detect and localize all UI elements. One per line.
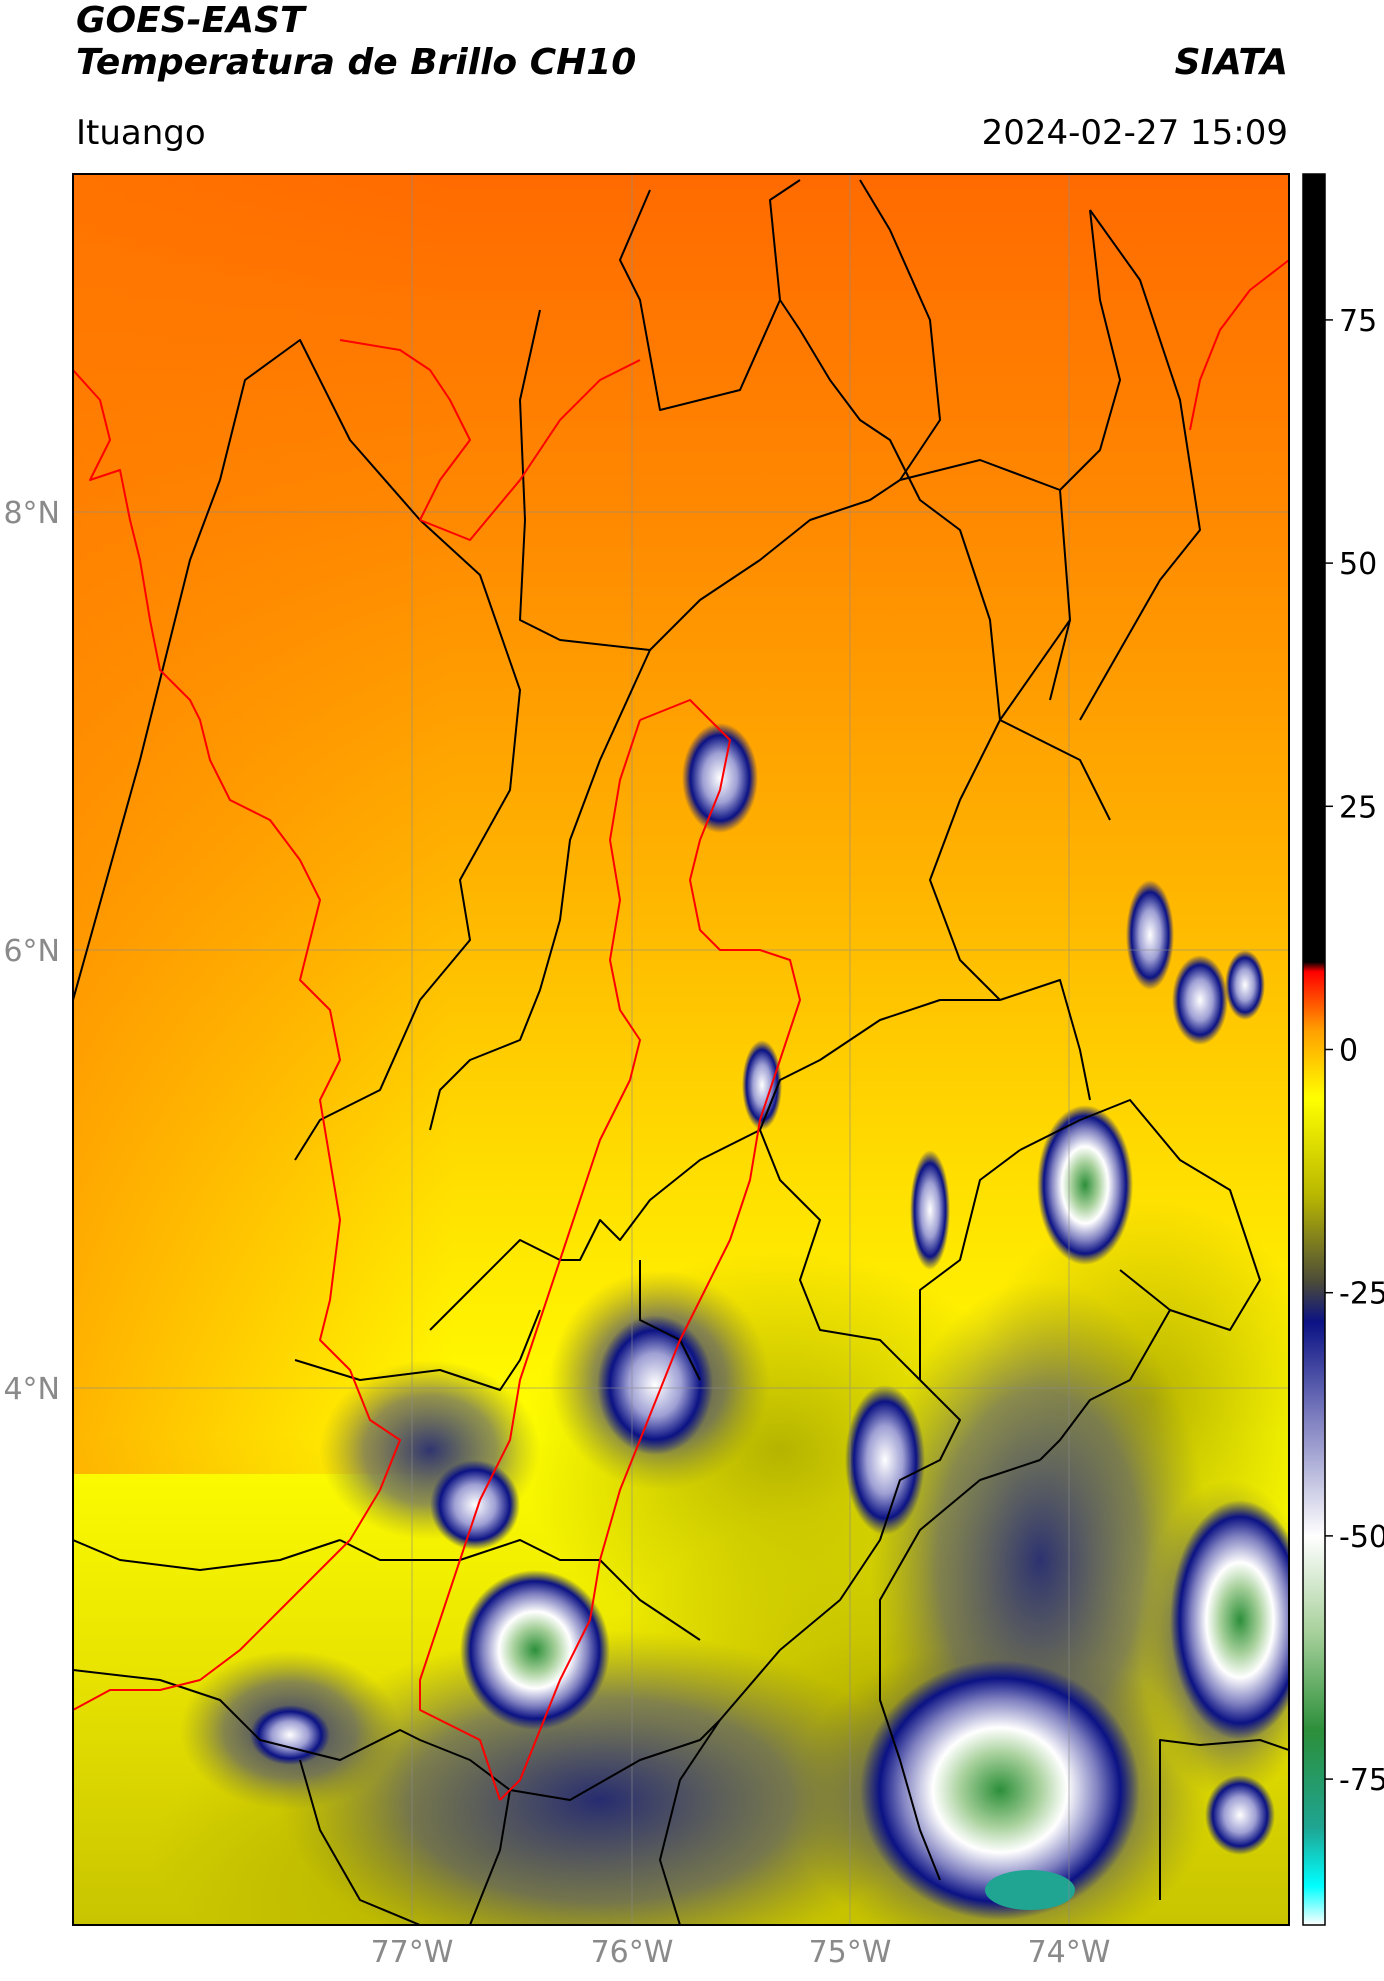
cloud-cell — [1172, 955, 1228, 1045]
y-tick-label: 8°N — [3, 496, 60, 531]
x-tick-label: 75°W — [809, 1935, 892, 1970]
x-tick-label: 77°W — [371, 1935, 454, 1970]
colorbar: 75 50 25 0 -25 -50 -75 — [1302, 173, 1384, 1926]
map-area — [73, 174, 1289, 1925]
region-outlines — [73, 259, 1289, 1801]
colorbar-ticks: 75 50 25 0 -25 -50 -75 — [1325, 304, 1384, 1798]
colorbar-tick-label: 50 — [1339, 547, 1377, 582]
x-tick-label: 76°W — [591, 1935, 674, 1970]
colorbar-tick-label: -25 — [1339, 1277, 1384, 1312]
warm-band-left — [73, 174, 453, 1474]
colorbar-tick-label: -50 — [1339, 1520, 1384, 1555]
y-tick-label: 6°N — [3, 934, 60, 969]
title-line1: GOES-EAST — [76, 0, 305, 41]
cloud-cell — [742, 1040, 782, 1130]
colorbar-tick-label: 25 — [1339, 790, 1377, 825]
cloud-cell — [430, 1460, 520, 1550]
title-line2: Temperatura de Brillo CH10 — [76, 42, 637, 83]
map-frame — [72, 173, 1290, 1926]
cloud-cell — [682, 723, 758, 833]
x-tick-label: 74°W — [1028, 1935, 1111, 1970]
cloud-cell — [1126, 880, 1174, 990]
cloud-cell — [1225, 950, 1265, 1020]
y-axis-ticks: 8°N 6°N 4°N — [3, 496, 60, 1407]
colorbar-tick-label: 75 — [1339, 304, 1377, 339]
grid — [73, 174, 1289, 1925]
org-label: SIATA — [1174, 42, 1288, 83]
cloud-cell — [985, 1870, 1075, 1910]
cloud-cell — [460, 1570, 610, 1730]
department-borders — [73, 179, 1289, 1925]
cloud-cell — [597, 1315, 713, 1455]
colorbar-gradient — [1302, 173, 1326, 1926]
colorbar-tick-label: -75 — [1339, 1763, 1384, 1798]
cloud-cell — [1037, 1105, 1133, 1265]
cloud-cell — [845, 1385, 925, 1535]
y-tick-label: 4°N — [3, 1372, 60, 1407]
cloud-cell — [250, 1705, 330, 1765]
x-axis-ticks: 77°W 76°W 75°W 74°W — [371, 1935, 1111, 1970]
location-label: Ituango — [76, 113, 206, 153]
cloud-cell — [1205, 1775, 1275, 1855]
datetime-label: 2024-02-27 15:09 — [981, 113, 1288, 153]
colorbar-tick-label: 0 — [1339, 1034, 1358, 1069]
cloud-cell — [1170, 1500, 1289, 1740]
cloud-cell — [910, 1150, 950, 1270]
